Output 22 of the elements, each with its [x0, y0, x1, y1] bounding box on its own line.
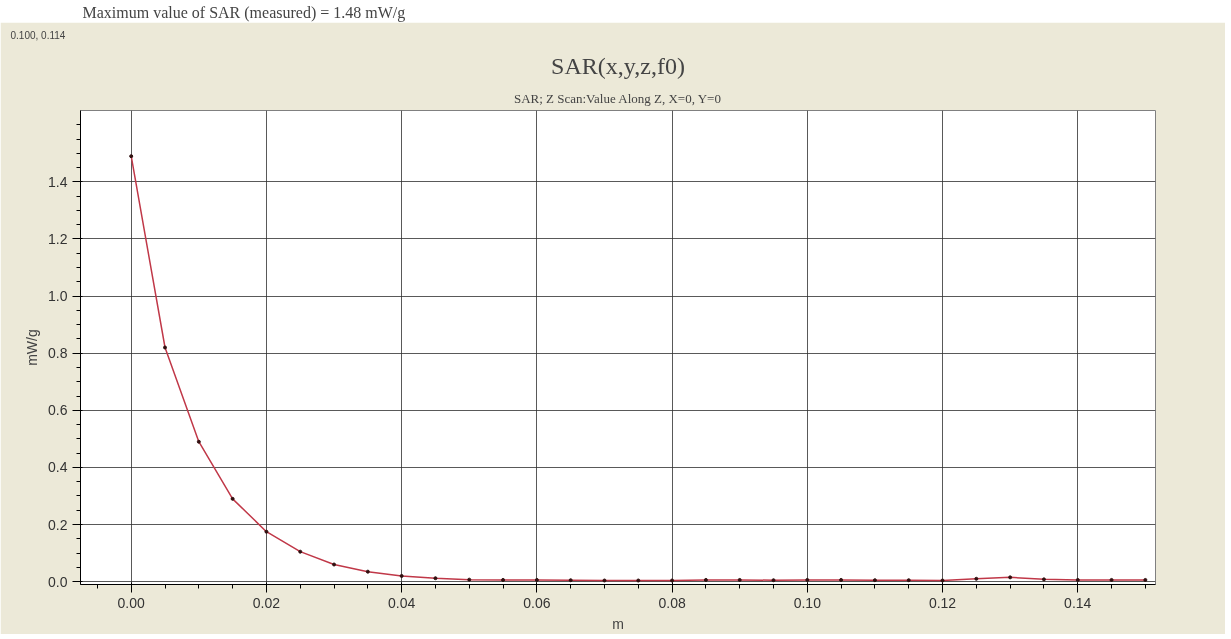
x-tick-label: 0.02 [252, 594, 281, 611]
x-tick-label: 0.12 [928, 594, 957, 611]
chart-title: SAR(x,y,z,f0) [551, 52, 685, 79]
x-tick-label: 0.04 [388, 594, 416, 611]
y-tick-label: 1.0 [48, 288, 68, 305]
chart-subtitle: SAR; Z Scan:Value Along Z, X=0, Y=0 [513, 90, 721, 106]
y-tick-label: 0.4 [48, 459, 68, 476]
x-tick-label: 0.06 [523, 594, 551, 611]
y-axis-title: mW/g [24, 329, 41, 366]
y-tick-label: 0.0 [48, 573, 68, 590]
y-tick-label: 1.2 [48, 230, 68, 247]
text: Maximum value of SAR (measured) = 1.48 mW/g [82, 3, 406, 22]
x-tick-label: 0.10 [793, 594, 822, 611]
x-axis-title: m [612, 615, 624, 632]
y-tick-label: 0.8 [48, 345, 68, 362]
text: 0.100, 0.114 [10, 29, 66, 41]
y-tick-label: 0.2 [48, 516, 68, 533]
y-tick-label: 0.6 [48, 402, 68, 419]
x-tick-label: 0.00 [117, 594, 146, 611]
x-tick-label: 0.08 [658, 594, 686, 611]
x-tick-label: 0.14 [1064, 594, 1092, 611]
y-tick-label: 1.4 [48, 173, 68, 190]
